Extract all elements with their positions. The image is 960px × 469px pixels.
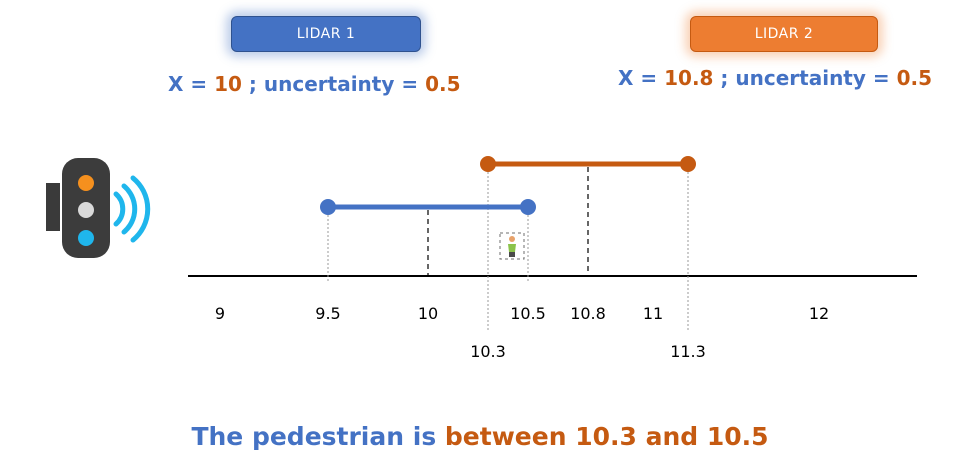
- lidar-2-x-prefix: X =: [618, 66, 665, 90]
- tick-label: 10.8: [570, 304, 606, 323]
- conclusion-part-2: between 10.3 and 10.5: [444, 422, 769, 451]
- tick-label: 9.5: [315, 304, 340, 323]
- lidar-2-label: LIDAR 2: [754, 26, 814, 42]
- lidar-1-measurement: X = 10 ; uncertainty = 0.5: [168, 72, 461, 96]
- conclusion-part-1: The pedestrian is: [191, 422, 445, 451]
- lidar-1-button: LIDAR 1: [231, 16, 421, 52]
- pedestrian-icon: [499, 232, 525, 260]
- interval-low-endpoint: [320, 199, 336, 215]
- tick-label: 12: [809, 304, 829, 323]
- interval-high-endpoint: [520, 199, 536, 215]
- lidar-1-x-prefix: X =: [168, 72, 215, 96]
- tick-label: 10.5: [510, 304, 546, 323]
- tick-label: 11: [643, 304, 663, 323]
- lidar-2-x-value: 10.8: [664, 66, 714, 90]
- lidar-2-button: LIDAR 2: [690, 16, 878, 52]
- lidar-1-uncertainty-label: ; uncertainty =: [241, 72, 426, 96]
- lidar-1-x-value: 10: [214, 72, 242, 96]
- tick-label: 11.3: [670, 342, 706, 361]
- tick-label: 10.3: [470, 342, 506, 361]
- lidar-2-uncertainty-label: ; uncertainty =: [713, 66, 897, 90]
- lidar-2-measurement: X = 10.8 ; uncertainty = 0.5: [618, 66, 932, 90]
- lidar-1-label: LIDAR 1: [296, 26, 356, 42]
- traffic-signal-radar-icon: [46, 158, 151, 258]
- conclusion-text: The pedestrian is between 10.3 and 10.5: [0, 422, 960, 451]
- tick-label: 9: [215, 304, 225, 323]
- tick-label: 10: [418, 304, 438, 323]
- interval-high-endpoint: [680, 156, 696, 172]
- lidar-2-uncertainty-value: 0.5: [896, 66, 933, 90]
- lidar-1-uncertainty-value: 0.5: [425, 72, 461, 96]
- interval-low-endpoint: [480, 156, 496, 172]
